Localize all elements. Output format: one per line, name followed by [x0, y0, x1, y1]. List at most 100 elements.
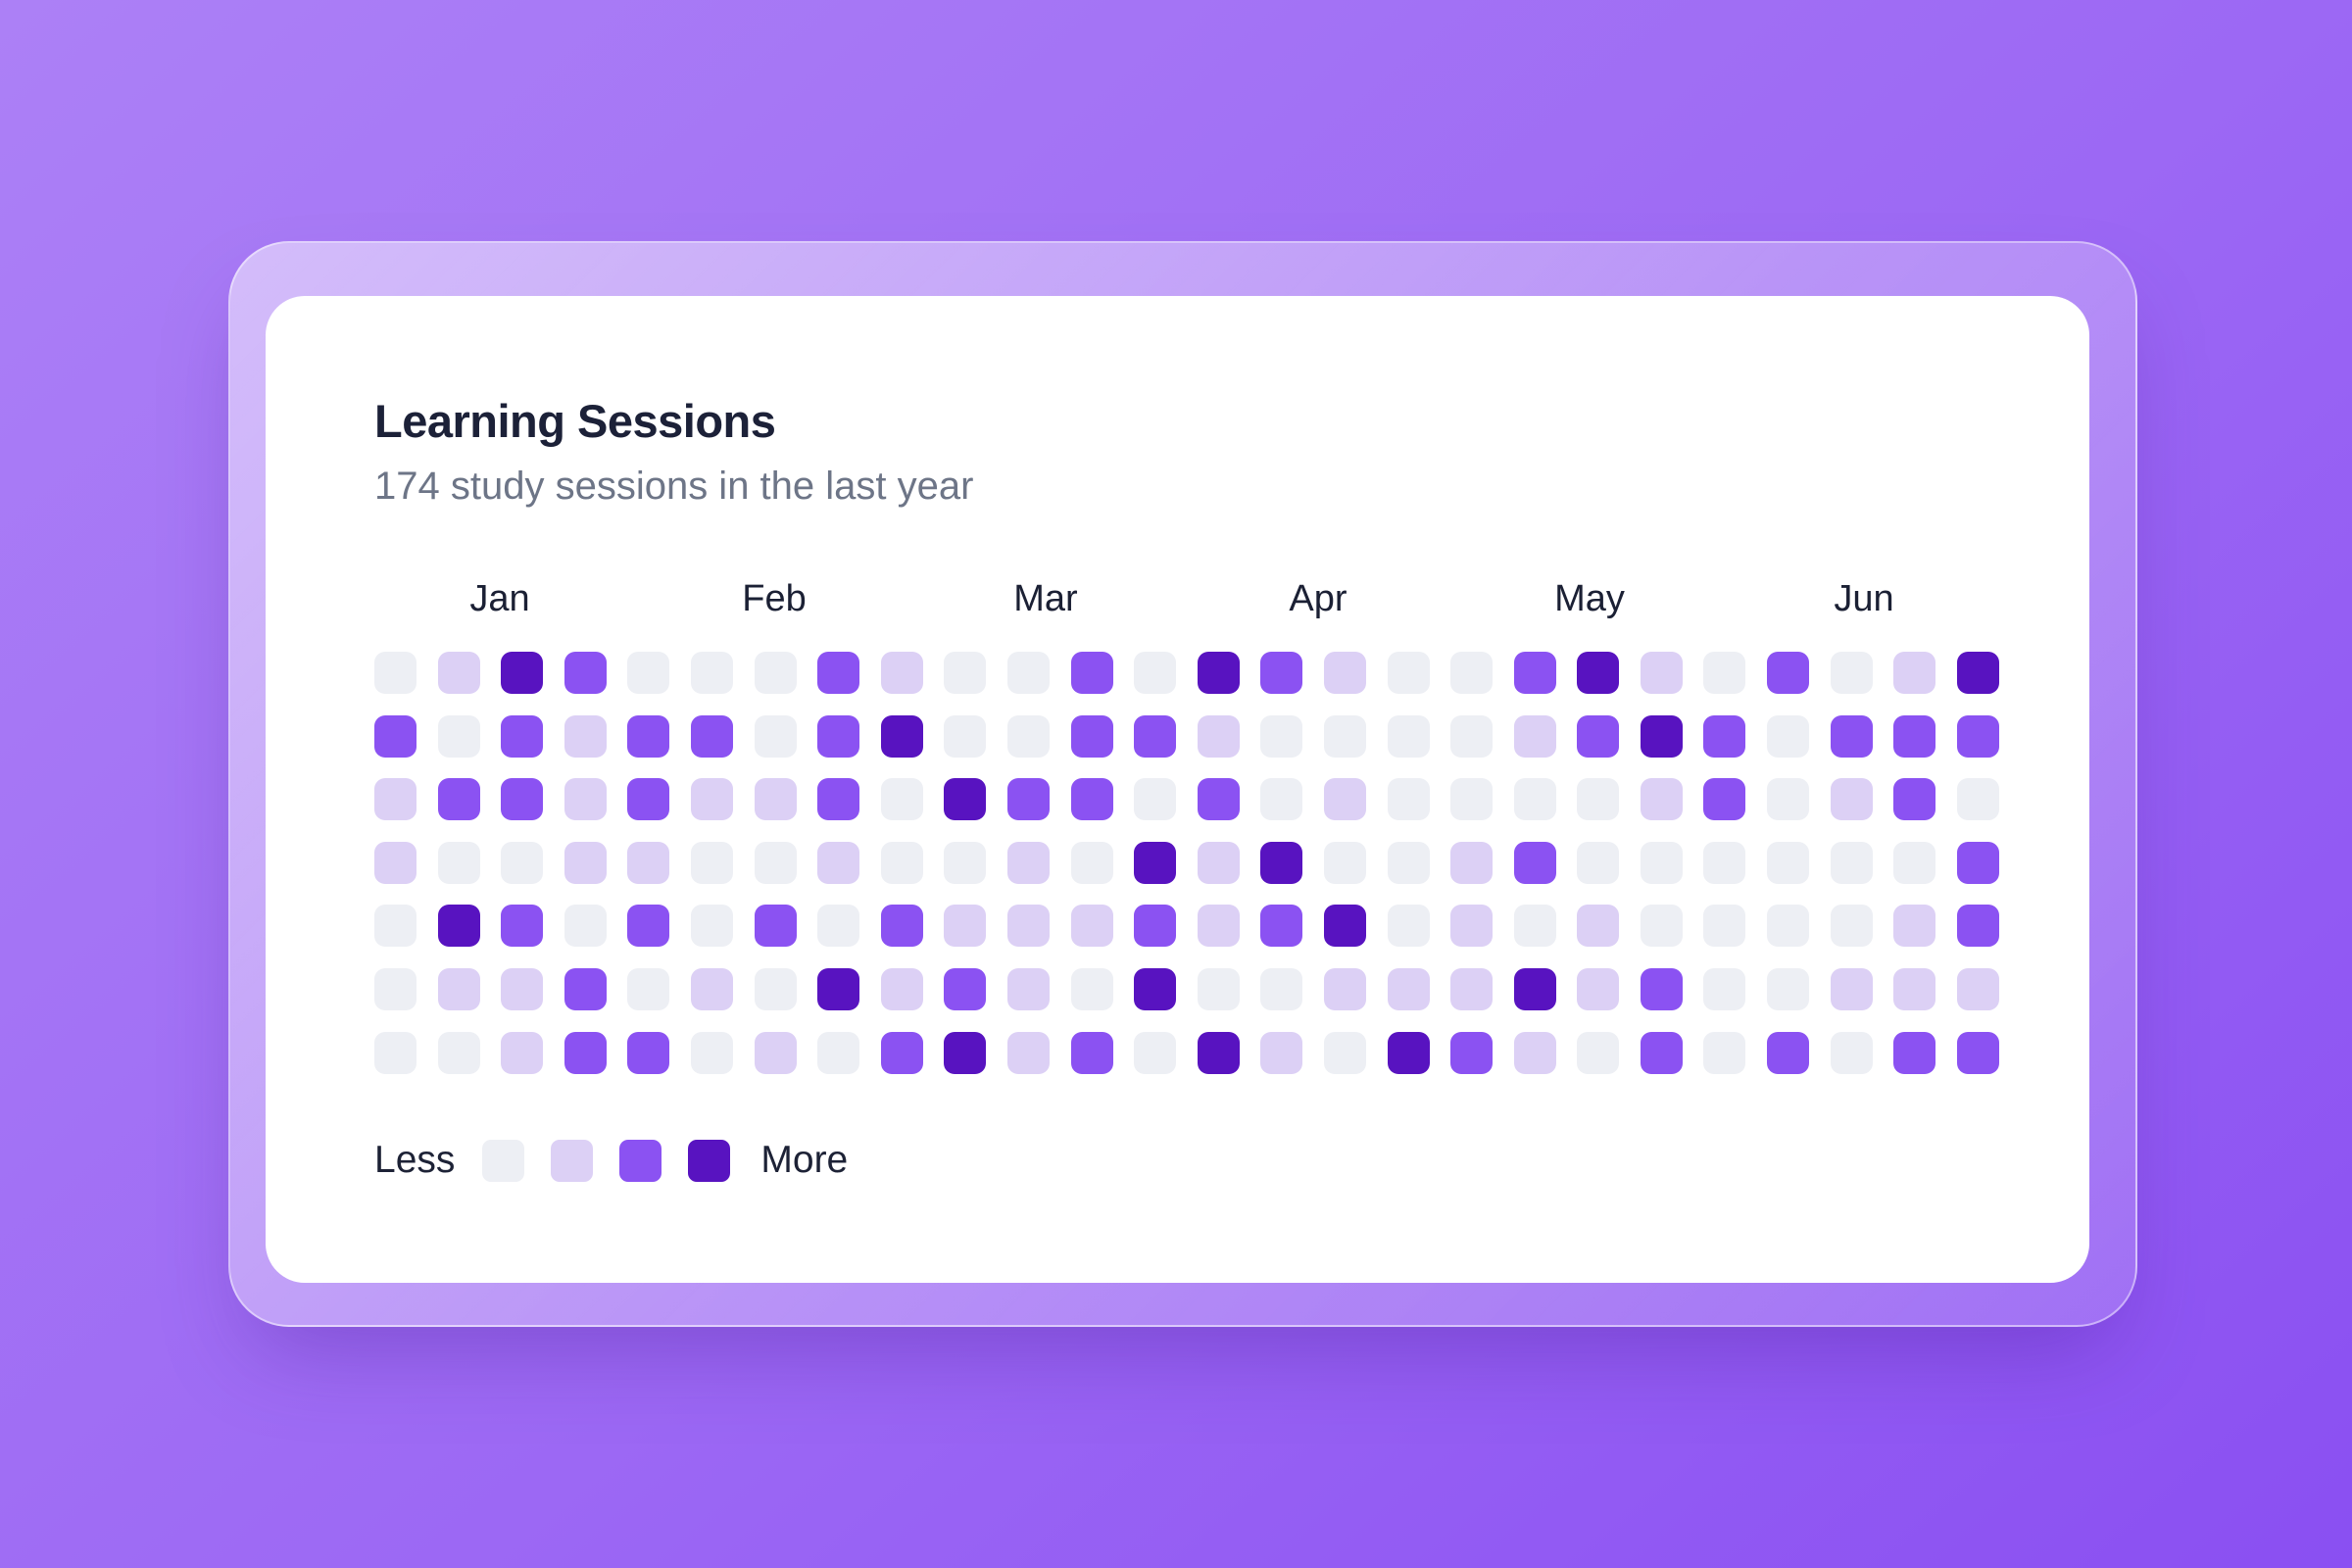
heatmap-cell[interactable]	[944, 714, 987, 758]
heatmap-cell[interactable]	[1513, 1031, 1556, 1074]
heatmap-cell[interactable]	[1767, 778, 1810, 821]
heatmap-cell[interactable]	[1640, 967, 1683, 1010]
heatmap-cell[interactable]	[1703, 652, 1746, 694]
heatmap-cell[interactable]	[1577, 967, 1620, 1010]
heatmap-cell[interactable]	[817, 1031, 860, 1074]
heatmap-cell[interactable]	[1703, 778, 1746, 821]
heatmap-cell[interactable]	[1260, 652, 1303, 694]
heatmap-cell[interactable]	[1513, 714, 1556, 758]
heatmap-cell[interactable]	[1450, 714, 1494, 758]
heatmap-cell[interactable]	[1830, 1031, 1873, 1074]
heatmap-cell[interactable]	[1006, 967, 1050, 1010]
heatmap-cell[interactable]	[1006, 652, 1050, 694]
heatmap-cell[interactable]	[374, 652, 416, 694]
heatmap-cell[interactable]	[627, 714, 670, 758]
heatmap-cell[interactable]	[1006, 714, 1050, 758]
heatmap-cell[interactable]	[1387, 841, 1430, 884]
heatmap-cell[interactable]	[1197, 841, 1240, 884]
heatmap-cell[interactable]	[501, 1031, 544, 1074]
heatmap-cell[interactable]	[754, 652, 797, 694]
heatmap-cell[interactable]	[1513, 778, 1556, 821]
heatmap-cell[interactable]	[1197, 905, 1240, 948]
heatmap-cell[interactable]	[1323, 905, 1366, 948]
heatmap-cell[interactable]	[1893, 841, 1936, 884]
heatmap-cell[interactable]	[374, 967, 416, 1010]
heatmap-cell[interactable]	[944, 778, 987, 821]
heatmap-cell[interactable]	[501, 841, 544, 884]
heatmap-cell[interactable]	[1513, 652, 1556, 694]
heatmap-cell[interactable]	[944, 1031, 987, 1074]
heatmap-cell[interactable]	[501, 714, 544, 758]
heatmap-cell[interactable]	[1197, 652, 1240, 694]
heatmap-cell[interactable]	[754, 967, 797, 1010]
heatmap-cell[interactable]	[1197, 714, 1240, 758]
heatmap-cell[interactable]	[690, 967, 733, 1010]
heatmap-cell[interactable]	[1197, 778, 1240, 821]
heatmap-cell[interactable]	[880, 841, 923, 884]
heatmap-cell[interactable]	[1703, 1031, 1746, 1074]
heatmap-cell[interactable]	[564, 778, 607, 821]
heatmap-cell[interactable]	[1323, 1031, 1366, 1074]
heatmap-cell[interactable]	[1134, 1031, 1177, 1074]
heatmap-cell[interactable]	[1197, 967, 1240, 1010]
heatmap-cell[interactable]	[1767, 905, 1810, 948]
heatmap-cell[interactable]	[501, 905, 544, 948]
heatmap-cell[interactable]	[1956, 1031, 1999, 1074]
heatmap-cell[interactable]	[1006, 905, 1050, 948]
heatmap-cell[interactable]	[1387, 778, 1430, 821]
heatmap-cell[interactable]	[1134, 652, 1177, 694]
heatmap-cell[interactable]	[564, 841, 607, 884]
heatmap-cell[interactable]	[1767, 841, 1810, 884]
heatmap-cell[interactable]	[1070, 778, 1113, 821]
heatmap-cell[interactable]	[564, 905, 607, 948]
heatmap-cell[interactable]	[1830, 778, 1873, 821]
heatmap-cell[interactable]	[1640, 905, 1683, 948]
heatmap-cell[interactable]	[1260, 714, 1303, 758]
heatmap-cell[interactable]	[1893, 967, 1936, 1010]
heatmap-cell[interactable]	[1450, 841, 1494, 884]
heatmap-cell[interactable]	[944, 905, 987, 948]
heatmap-cell[interactable]	[754, 841, 797, 884]
heatmap-cell[interactable]	[1387, 905, 1430, 948]
heatmap-cell[interactable]	[1260, 905, 1303, 948]
heatmap-cell[interactable]	[374, 905, 416, 948]
heatmap-cell[interactable]	[1070, 1031, 1113, 1074]
heatmap-cell[interactable]	[627, 841, 670, 884]
heatmap-cell[interactable]	[374, 1031, 416, 1074]
heatmap-cell[interactable]	[690, 714, 733, 758]
heatmap-cell[interactable]	[1640, 1031, 1683, 1074]
heatmap-cell[interactable]	[754, 714, 797, 758]
heatmap-cell[interactable]	[817, 778, 860, 821]
heatmap-cell[interactable]	[1387, 652, 1430, 694]
heatmap-cell[interactable]	[1893, 652, 1936, 694]
heatmap-cell[interactable]	[1323, 967, 1366, 1010]
heatmap-cell[interactable]	[1260, 841, 1303, 884]
heatmap-cell[interactable]	[1893, 778, 1936, 821]
heatmap-cell[interactable]	[754, 1031, 797, 1074]
heatmap-cell[interactable]	[1323, 778, 1366, 821]
heatmap-cell[interactable]	[627, 905, 670, 948]
heatmap-cell[interactable]	[1323, 841, 1366, 884]
heatmap-cell[interactable]	[564, 714, 607, 758]
heatmap-cell[interactable]	[1703, 714, 1746, 758]
heatmap-cell[interactable]	[564, 1031, 607, 1074]
heatmap-cell[interactable]	[1450, 967, 1494, 1010]
heatmap-cell[interactable]	[880, 1031, 923, 1074]
heatmap-cell[interactable]	[1893, 905, 1936, 948]
heatmap-cell[interactable]	[1387, 714, 1430, 758]
heatmap-cell[interactable]	[1640, 778, 1683, 821]
heatmap-cell[interactable]	[1070, 841, 1113, 884]
heatmap-cell[interactable]	[374, 714, 416, 758]
heatmap-cell[interactable]	[437, 714, 480, 758]
heatmap-cell[interactable]	[1070, 714, 1113, 758]
heatmap-cell[interactable]	[1830, 967, 1873, 1010]
heatmap-cell[interactable]	[1767, 967, 1810, 1010]
heatmap-cell[interactable]	[1703, 841, 1746, 884]
heatmap-cell[interactable]	[754, 905, 797, 948]
heatmap-cell[interactable]	[1956, 778, 1999, 821]
heatmap-cell[interactable]	[880, 778, 923, 821]
heatmap-cell[interactable]	[1260, 1031, 1303, 1074]
heatmap-cell[interactable]	[1260, 967, 1303, 1010]
heatmap-cell[interactable]	[1640, 652, 1683, 694]
heatmap-cell[interactable]	[437, 652, 480, 694]
